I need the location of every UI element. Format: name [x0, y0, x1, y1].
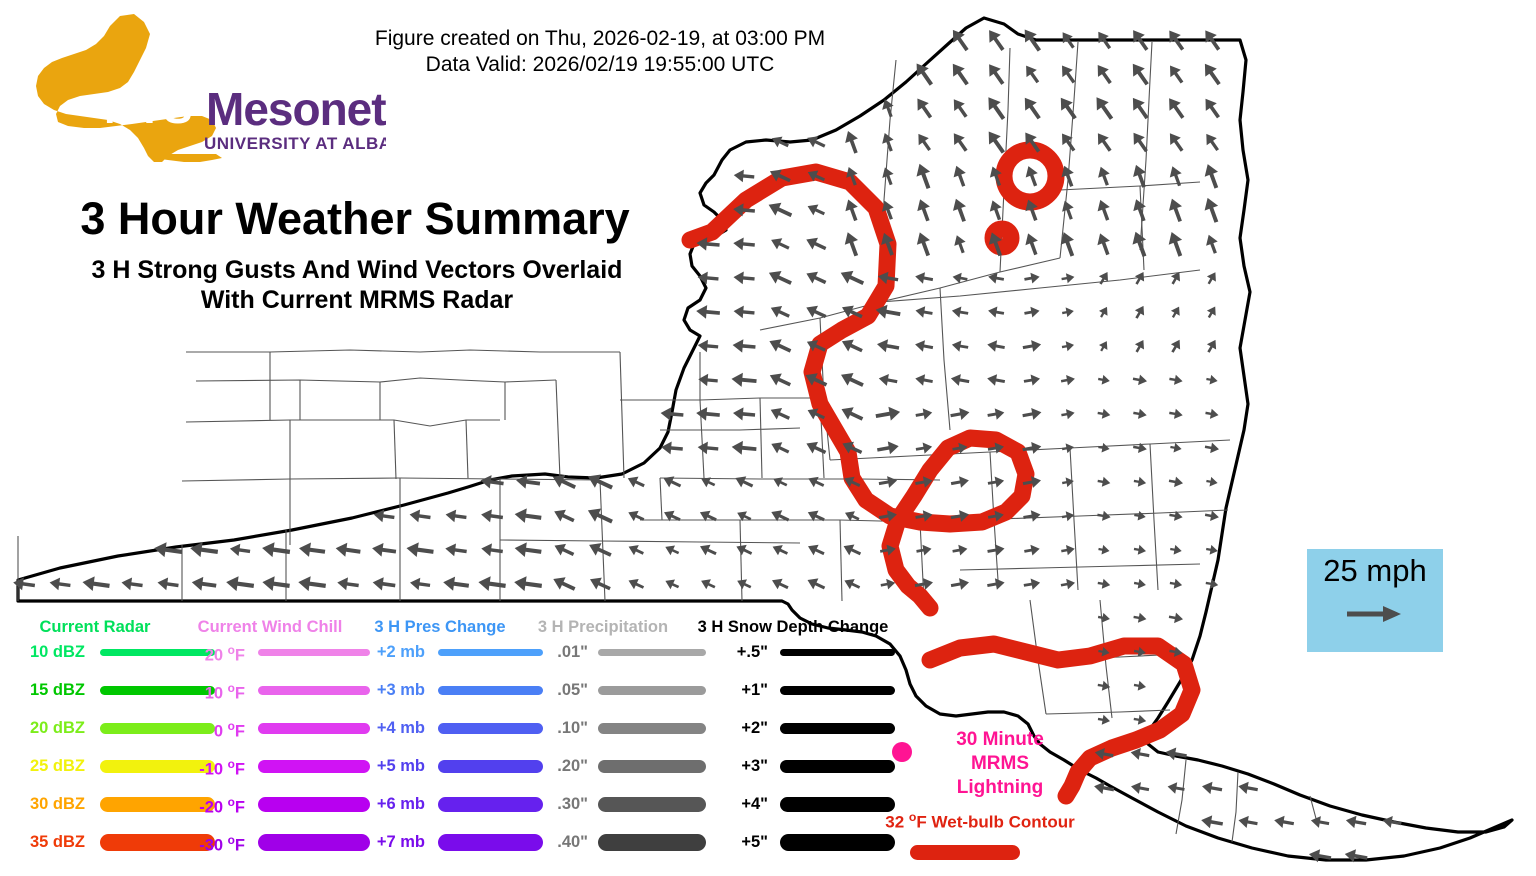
lightning-line-1: 30 Minute — [956, 729, 1044, 750]
legend-header-precipitation: 3 H Precipitation — [537, 618, 669, 636]
wind-scale-key: 25 mph — [1307, 549, 1443, 652]
legend-value-current-radar-4: 25 dBZ — [29, 757, 85, 775]
wind-scale-label: 25 mph — [1323, 553, 1427, 588]
legend-swatch-precipitation-1 — [598, 648, 706, 656]
legend-value-snow-depth-change-6: +5" — [741, 833, 768, 851]
legend-swatch-current-radar-5 — [100, 796, 215, 812]
subtitle-line-1: 3 H Strong Gusts And Wind Vectors Overla… — [91, 256, 623, 284]
legend-value-current-wind-chill-3: 0 oF — [213, 719, 245, 741]
right-arrow-icon — [1307, 603, 1443, 630]
legend-value-precipitation-1: .01" — [557, 643, 588, 661]
legend-value-current-radar-5: 30 dBZ — [29, 795, 85, 813]
legend-value-pres-change-2: +3 mb — [376, 681, 425, 699]
legend-value-pres-change-6: +7 mb — [376, 833, 425, 851]
legend-swatch-current-radar-6 — [100, 833, 215, 851]
legend-value-current-wind-chill-2: 10 oF — [204, 681, 245, 703]
legend-value-snow-depth-change-3: +2" — [741, 719, 768, 737]
legend-swatch-current-wind-chill-2 — [258, 685, 370, 695]
legend-value-pres-change-4: +5 mb — [376, 757, 425, 775]
nys-mesonet-logo: NYS Mesonet UNIVERSITY AT ALBANY — [16, 10, 386, 165]
legend-value-current-radar-6: 35 dBZ — [29, 833, 85, 851]
legend-value-precipitation-3: .10" — [557, 719, 588, 737]
data-valid-text: Data Valid: 2026/02/19 19:55:00 UTC — [425, 53, 775, 76]
legend-swatch-pres-change-3 — [438, 722, 543, 734]
legend-value-snow-depth-change-2: +1" — [741, 681, 768, 699]
legend-swatch-snow-depth-change-3 — [780, 722, 895, 734]
legend-value-current-wind-chill-1: 20 oF — [204, 643, 245, 665]
legend-value-precipitation-6: .40" — [557, 833, 588, 851]
lightning-legend-label: 30 Minute MRMS Lightning — [905, 728, 1095, 800]
lightning-line-3: Lightning — [956, 777, 1044, 798]
logo-nys-text: NYS — [104, 84, 191, 133]
legend-swatch-current-radar-1 — [100, 648, 215, 656]
legend-value-pres-change-1: +2 mb — [376, 643, 425, 661]
legend-swatch-current-wind-chill-5 — [258, 796, 370, 812]
legend-swatch-snow-depth-change-6 — [780, 833, 895, 851]
legend-value-current-radar-3: 20 dBZ — [29, 719, 85, 737]
legend-value-precipitation-2: .05" — [557, 681, 588, 699]
legend-value-snow-depth-change-1: +.5" — [736, 643, 768, 661]
legend-header-current-wind-chill: Current Wind Chill — [197, 618, 343, 636]
legend-value-precipitation-5: .30" — [557, 795, 588, 813]
legend-value-current-wind-chill-4: -10 oF — [199, 757, 245, 779]
legend-value-current-wind-chill-6: -30 oF — [199, 833, 245, 855]
lightning-dot-icon — [892, 742, 912, 762]
legend-swatch-precipitation-2 — [598, 685, 706, 695]
figure-created-text: Figure created on Thu, 2026-02-19, at 03… — [374, 27, 826, 50]
legend-swatch-pres-change-1 — [438, 648, 543, 656]
page-title: 3 Hour Weather Summary — [80, 193, 630, 244]
legend-value-snow-depth-change-5: +4" — [741, 795, 768, 813]
legend-swatch-pres-change-5 — [438, 796, 543, 812]
wetbulb-legend-label: 32 oF Wet-bulb Contour — [885, 810, 1075, 832]
legend-value-pres-change-3: +4 mb — [376, 719, 425, 737]
legend-header-current-radar: Current Radar — [39, 618, 151, 636]
legend-value-pres-change-5: +6 mb — [376, 795, 425, 813]
legend-value-current-radar-1: 10 dBZ — [29, 643, 85, 661]
legend-swatch-current-radar-4 — [100, 759, 215, 773]
legend: Current Radar 10 dBZ 15 dBZ 20 dBZ 25 dBZ 30 … — [0, 612, 1100, 876]
legend-swatch-pres-change-2 — [438, 685, 543, 695]
legend-swatch-precipitation-6 — [598, 833, 706, 851]
lightning-line-2: MRMS — [970, 753, 1030, 774]
legend-swatch-snow-depth-change-1 — [780, 648, 895, 656]
legend-swatch-precipitation-4 — [598, 759, 706, 773]
legend-header-pres-change: 3 H Pres Change — [374, 618, 506, 636]
legend-swatch-snow-depth-change-2 — [780, 685, 895, 695]
legend-value-current-wind-chill-5: -20 oF — [199, 795, 245, 817]
legend-swatch-current-radar-3 — [100, 722, 215, 734]
subtitle-line-2: With Current MRMS Radar — [200, 286, 514, 314]
legend-swatch-precipitation-5 — [598, 796, 706, 812]
legend-value-precipitation-4: .20" — [557, 757, 588, 775]
legend-value-snow-depth-change-4: +3" — [741, 757, 768, 775]
legend-swatch-current-wind-chill-4 — [258, 759, 370, 773]
legend-swatch-current-wind-chill-1 — [258, 648, 370, 656]
wetbulb-legend-swatch — [910, 845, 1020, 860]
legend-swatch-current-wind-chill-6 — [258, 833, 370, 851]
county-boundaries — [17, 41, 1319, 843]
timestamp-block: Figure created on Thu, 2026-02-19, at 03… — [330, 26, 870, 78]
legend-swatch-current-wind-chill-3 — [258, 722, 370, 734]
legend-header-snow-depth-change: 3 H Snow Depth Change — [697, 618, 889, 636]
legend-swatch-snow-depth-change-5 — [780, 796, 895, 812]
logo-mesonet-text: Mesonet — [206, 83, 386, 135]
legend-swatch-pres-change-6 — [438, 833, 543, 851]
legend-swatch-pres-change-4 — [438, 759, 543, 773]
page-subtitle: 3 H Strong Gusts And Wind Vectors Overla… — [22, 255, 692, 315]
legend-swatch-precipitation-3 — [598, 722, 706, 734]
legend-swatch-snow-depth-change-4 — [780, 759, 895, 773]
legend-value-current-radar-2: 15 dBZ — [29, 681, 85, 699]
legend-swatch-current-radar-2 — [100, 685, 215, 695]
logo-affiliation-text: UNIVERSITY AT ALBANY — [204, 134, 386, 153]
